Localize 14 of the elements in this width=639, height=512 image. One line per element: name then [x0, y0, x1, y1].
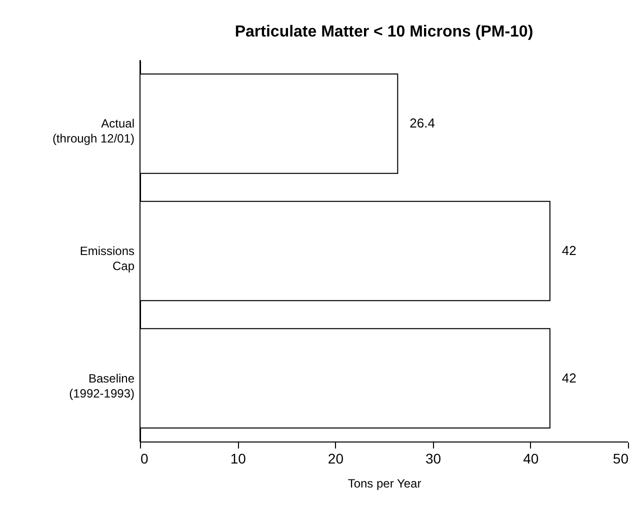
- x-tick-label: 20: [328, 450, 344, 466]
- y-tick-label: Actual (through 12/01): [52, 116, 134, 146]
- data-label: 26.4: [410, 116, 435, 131]
- x-tick-label: 40: [523, 450, 539, 466]
- y-tick-label: Emissions Cap: [80, 244, 135, 273]
- x-tick-label: 30: [426, 450, 442, 466]
- chart-title: Particulate Matter < 10 Microns (PM-10): [234, 24, 534, 40]
- x-axis-title: Tons per Year: [348, 476, 422, 490]
- data-label: 42: [562, 243, 576, 258]
- x-tick-label: 0: [140, 450, 148, 466]
- y-tick-label: Baseline (1992-1993): [69, 371, 135, 400]
- x-tick-label: 50: [612, 450, 629, 466]
- data-label: 42: [562, 370, 576, 386]
- x-tick-label: 10: [230, 450, 246, 466]
